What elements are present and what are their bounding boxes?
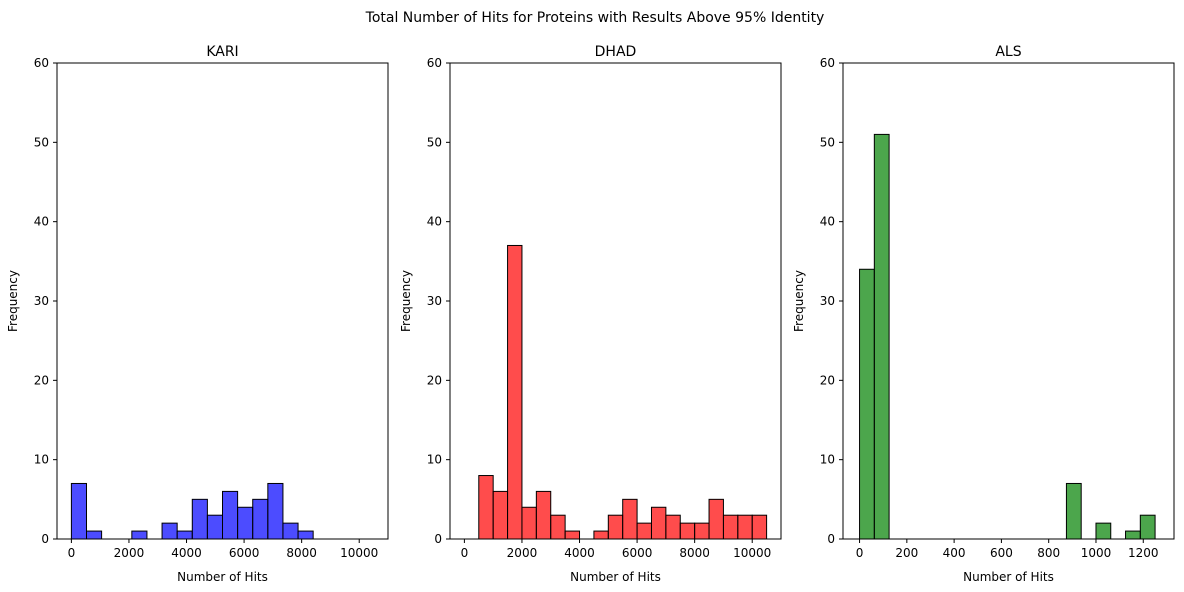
bar-als-18 xyxy=(1125,530,1141,540)
y-tick-label: 20 xyxy=(427,373,442,387)
subplot-title: ALS xyxy=(995,44,1021,60)
bar-dhad-11 xyxy=(636,522,652,540)
x-tick-label: 2000 xyxy=(114,546,145,560)
y-tick-label: 40 xyxy=(427,215,442,229)
axes-frame xyxy=(449,62,782,540)
bar-dhad-13 xyxy=(665,514,681,540)
bar-dhad-3 xyxy=(521,506,537,540)
bar-dhad-12 xyxy=(650,506,667,540)
subplot-kari: 0 2000 4000 6000 8000 10000 0 10 20 30 40 50 60 KARI N… xyxy=(6,44,389,584)
x-tick-label: 1000 xyxy=(1081,546,1112,560)
bar-als-14 xyxy=(1065,482,1082,540)
y-axis-label: Frequency xyxy=(399,270,413,332)
bar-kari-4 xyxy=(131,530,148,540)
bar-kari-14 xyxy=(282,522,299,540)
subplot-title: KARI xyxy=(206,44,238,60)
bar-kari-1 xyxy=(86,530,103,540)
y-tick-label: 50 xyxy=(427,135,442,149)
bar-dhad-5 xyxy=(550,514,566,540)
subplot-als: 0 200 400 600 800 1000 1200 0 10 20 30 40 50 60 ALS Num… xyxy=(792,44,1175,584)
bar-dhad-14 xyxy=(679,522,696,540)
x-tick-label: 2000 xyxy=(507,546,538,560)
x-tick-label: 1200 xyxy=(1128,546,1159,560)
y-tick-label: 0 xyxy=(41,532,49,546)
x-tick-label: 6000 xyxy=(622,546,653,560)
bar-dhad-10 xyxy=(622,498,638,540)
y-tick-label: 30 xyxy=(820,294,835,308)
bar-kari-10 xyxy=(222,490,239,540)
y-tick-label: 20 xyxy=(820,373,835,387)
bar-dhad-9 xyxy=(607,514,624,540)
y-tick-label: 10 xyxy=(820,453,835,467)
bar-kari-9 xyxy=(206,514,223,540)
y-tick-label: 20 xyxy=(34,373,49,387)
x-tick-label: 800 xyxy=(1037,546,1060,560)
x-tick-label: 0 xyxy=(68,546,76,560)
y-tick-label: 40 xyxy=(820,215,835,229)
bar-kari-13 xyxy=(267,482,284,540)
x-tick-label: 200 xyxy=(895,546,918,560)
y-axis-label: Frequency xyxy=(792,270,806,332)
y-tick-label: 10 xyxy=(427,453,442,467)
y-tick-label: 30 xyxy=(427,294,442,308)
y-tick-label: 0 xyxy=(827,532,835,546)
figure-suptitle: Total Number of Hits for Proteins with R… xyxy=(365,10,825,26)
bar-dhad-15 xyxy=(694,522,710,540)
y-tick-label: 0 xyxy=(434,532,442,546)
subplot-title: DHAD xyxy=(595,44,637,60)
bar-kari-8 xyxy=(191,498,208,540)
bar-kari-15 xyxy=(297,530,314,540)
x-tick-label: 8000 xyxy=(679,546,710,560)
bar-kari-12 xyxy=(252,498,269,540)
bar-dhad-8 xyxy=(593,530,609,540)
x-tick-label: 6000 xyxy=(229,546,260,560)
bar-kari-11 xyxy=(237,506,254,540)
x-axis-label: Number of Hits xyxy=(177,570,268,584)
x-axis-label: Number of Hits xyxy=(570,570,661,584)
y-tick-label: 10 xyxy=(34,453,49,467)
y-axis-label: Frequency xyxy=(6,270,20,332)
bar-dhad-0 xyxy=(478,475,494,540)
y-tick-label: 50 xyxy=(34,135,49,149)
x-tick-label: 8000 xyxy=(286,546,317,560)
y-tick-label: 40 xyxy=(34,215,49,229)
y-tick-label: 60 xyxy=(34,56,49,70)
bar-dhad-1 xyxy=(492,490,509,540)
bar-dhad-16 xyxy=(708,498,724,540)
bar-dhad-4 xyxy=(535,490,552,540)
x-tick-label: 4000 xyxy=(564,546,595,560)
bar-kari-0 xyxy=(70,482,88,540)
x-tick-label: 0 xyxy=(856,546,864,560)
bar-dhad-17 xyxy=(722,514,739,540)
bar-dhad-19 xyxy=(751,514,768,540)
subplot-dhad: 0 2000 4000 6000 8000 10000 0 10 20 30 40 50 60 DHAD N… xyxy=(399,44,782,584)
bar-als-16 xyxy=(1095,522,1112,540)
y-tick-label: 60 xyxy=(820,56,835,70)
x-tick-label: 10000 xyxy=(340,546,378,560)
bar-kari-7 xyxy=(176,530,193,540)
bar-dhad-2 xyxy=(507,244,523,540)
y-tick-label: 60 xyxy=(427,56,442,70)
x-tick-label: 400 xyxy=(943,546,966,560)
x-tick-label: 0 xyxy=(461,546,469,560)
bar-als-0 xyxy=(859,268,875,540)
y-tick-label: 50 xyxy=(820,135,835,149)
y-tick-label: 30 xyxy=(34,294,49,308)
axes-frame xyxy=(842,62,1175,540)
bar-dhad-6 xyxy=(564,530,581,540)
bar-kari-6 xyxy=(161,522,178,540)
x-tick-label: 4000 xyxy=(171,546,202,560)
bar-dhad-18 xyxy=(737,514,753,540)
axes-frame xyxy=(56,62,389,540)
x-tick-label: 600 xyxy=(990,546,1013,560)
bar-als-1 xyxy=(873,133,890,540)
x-tick-label: 10000 xyxy=(733,546,771,560)
bar-als-19 xyxy=(1139,514,1156,540)
x-axis-label: Number of Hits xyxy=(963,570,1054,584)
